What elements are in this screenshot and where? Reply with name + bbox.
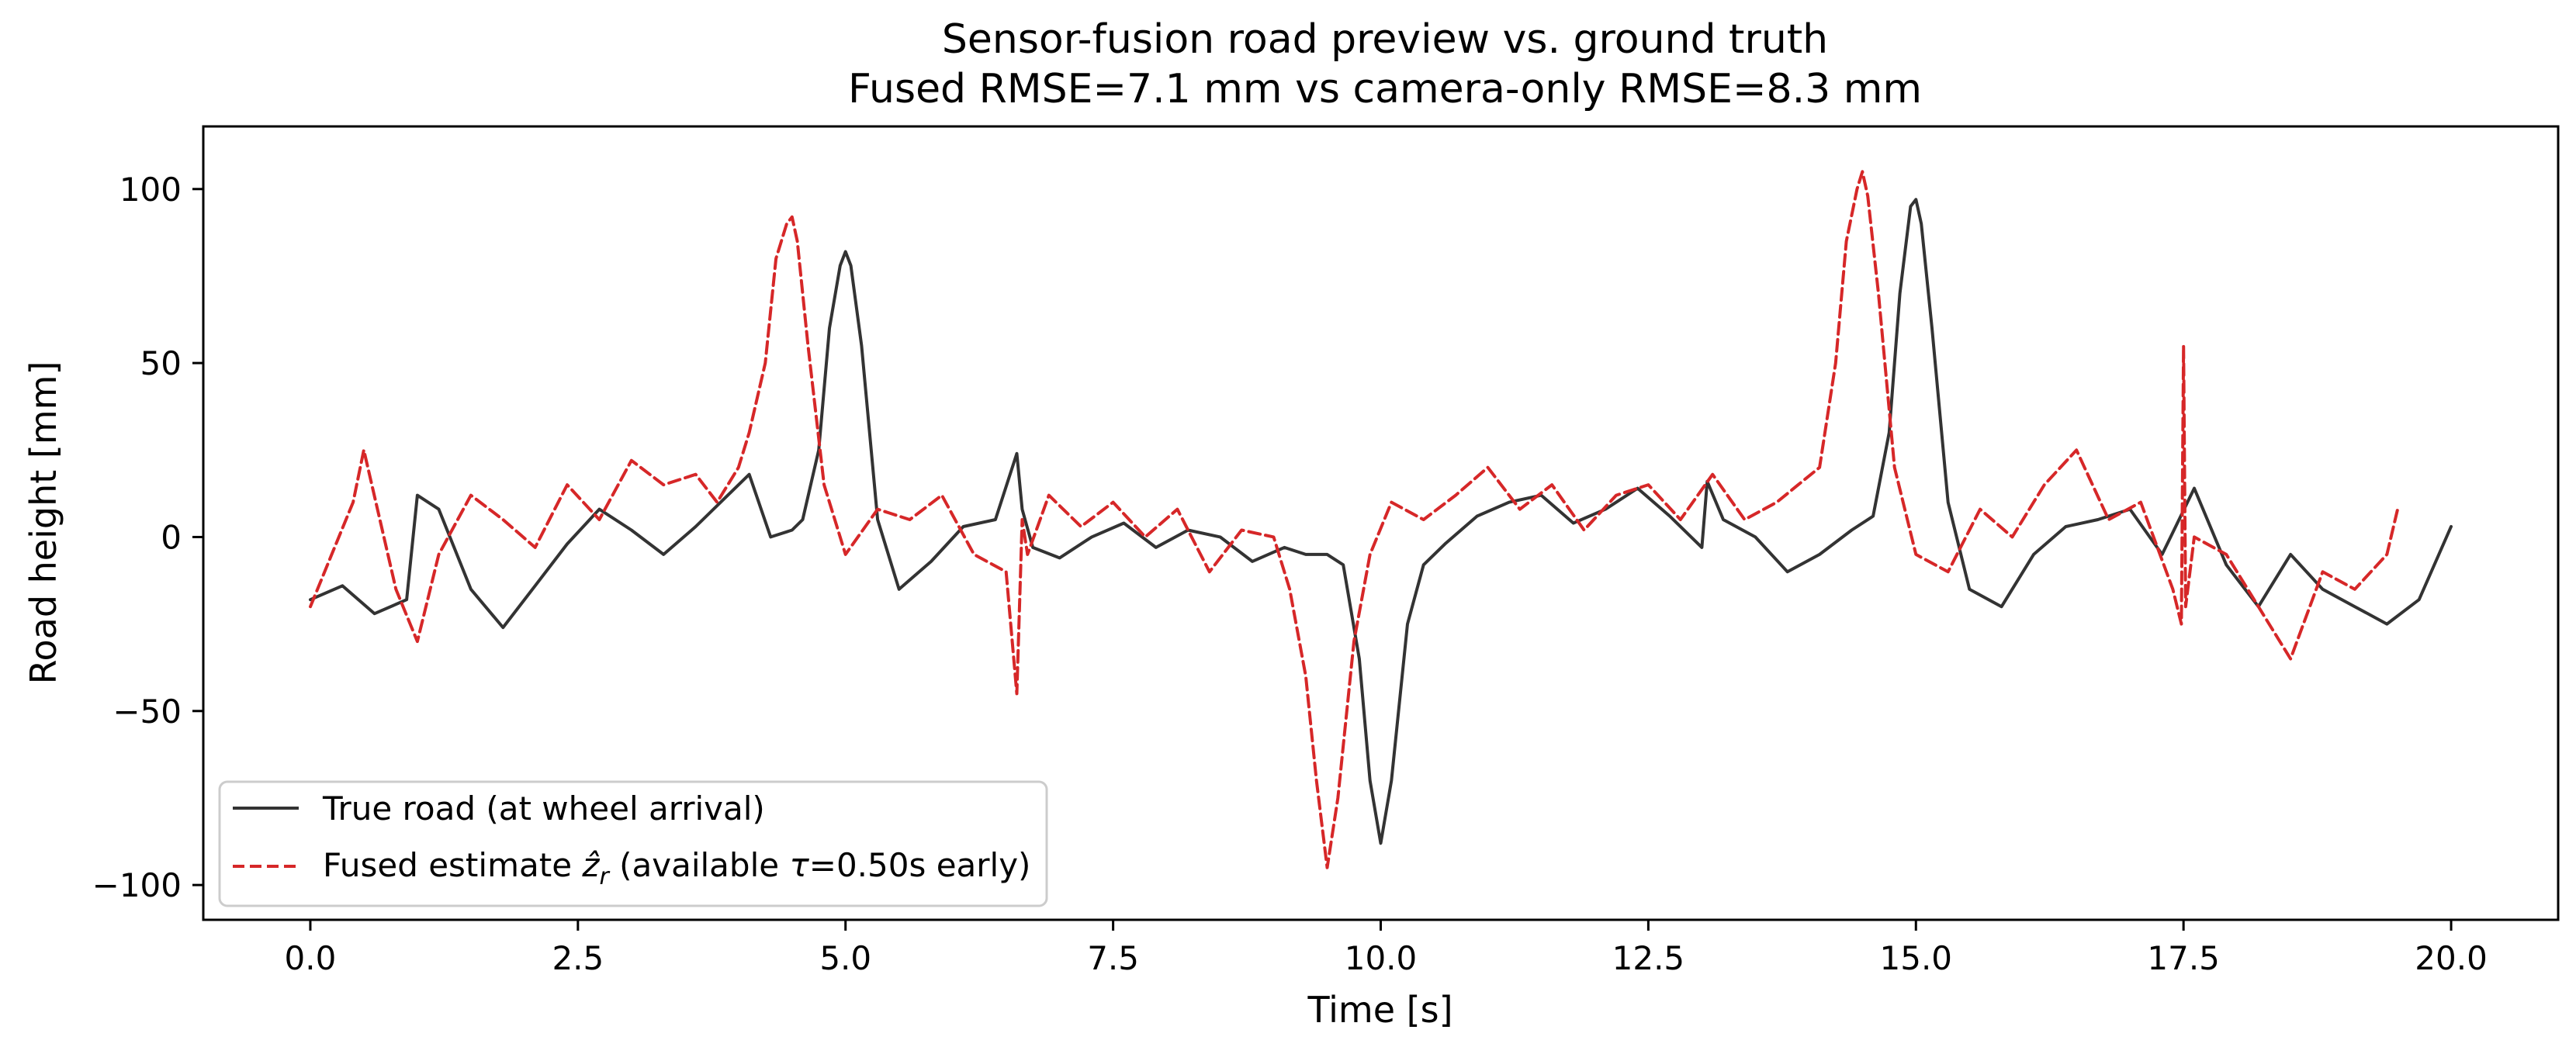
- y-tick-label: −100: [92, 866, 182, 904]
- x-tick-label: 15.0: [1880, 939, 1953, 977]
- x-tick-label: 0.0: [285, 939, 337, 977]
- x-tick-label: 5.0: [819, 939, 871, 977]
- legend-label-fused-estimate: Fused estimate ẑr (available τ=0.50s ear…: [323, 846, 1030, 890]
- x-tick-label: 12.5: [1612, 939, 1685, 977]
- chart-subtitle: Fused RMSE=7.1 mm vs camera-only RMSE=8.…: [848, 66, 1922, 112]
- y-tick-label: 50: [140, 344, 182, 382]
- x-axis-label: Time [s]: [1307, 989, 1452, 1031]
- legend: True road (at wheel arrival) Fused estim…: [218, 780, 1048, 907]
- x-axis-ticks: 0.0 2.5 5.0 7.5 10.0 12.5 15.0 17.5 20.0: [285, 920, 2488, 977]
- x-tick-label: 10.0: [1345, 939, 1418, 977]
- y-axis-ticks: −100 −50 0 50 100: [92, 171, 203, 904]
- x-tick-label: 17.5: [2147, 939, 2220, 977]
- series-line-fused-estimate: [309, 170, 2400, 869]
- plot-area: [309, 170, 2453, 869]
- x-tick-label: 7.5: [1087, 939, 1139, 977]
- x-tick-label: 20.0: [2415, 939, 2488, 977]
- y-axis-label: Road height [mm]: [23, 361, 64, 685]
- y-tick-label: 100: [119, 171, 182, 209]
- chart-title: Sensor-fusion road preview vs. ground tr…: [942, 16, 1828, 63]
- y-tick-label: 0: [161, 518, 182, 556]
- legend-box: [218, 780, 1048, 907]
- x-tick-label: 2.5: [552, 939, 604, 977]
- legend-label-true-road: True road (at wheel arrival): [322, 790, 765, 828]
- series-line-true-road: [309, 198, 2453, 845]
- y-tick-label: −50: [113, 693, 182, 731]
